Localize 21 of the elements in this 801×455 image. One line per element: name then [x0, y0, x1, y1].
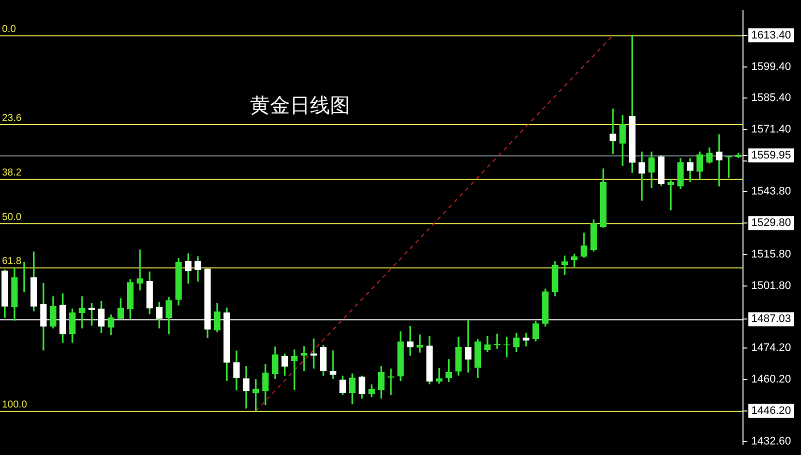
y-tick-label: 1501.80: [751, 280, 792, 292]
y-tick-label: 1559.95: [751, 149, 792, 162]
y-tick-label: 1613.40: [751, 29, 792, 42]
y-tick-label: 1474.20: [751, 342, 792, 354]
y-tick-label: 1543.80: [751, 186, 792, 198]
y-tick-label: 1529.80: [751, 217, 792, 230]
y-tick-label: 1571.40: [751, 124, 792, 136]
y-tick-label: 1432.60: [751, 436, 792, 448]
text: 黄金日线图: [250, 92, 350, 117]
y-tick-label: 1585.40: [751, 92, 792, 104]
y-tick-label: 1515.80: [751, 248, 792, 261]
annotation: 23.6: [2, 112, 22, 124]
annotation: 0.0: [2, 24, 16, 36]
annotation: 100.0: [2, 400, 28, 411]
annotation: 38.2: [2, 168, 22, 179]
y-tick-label: 1487.03: [751, 313, 792, 326]
y-tick-label: 1460.20: [751, 374, 792, 386]
annotation: 61.8: [2, 256, 22, 268]
annotation: 50.0: [2, 212, 22, 223]
y-tick-label: 1599.40: [751, 60, 792, 73]
y-tick-label: 1446.20: [751, 404, 792, 417]
